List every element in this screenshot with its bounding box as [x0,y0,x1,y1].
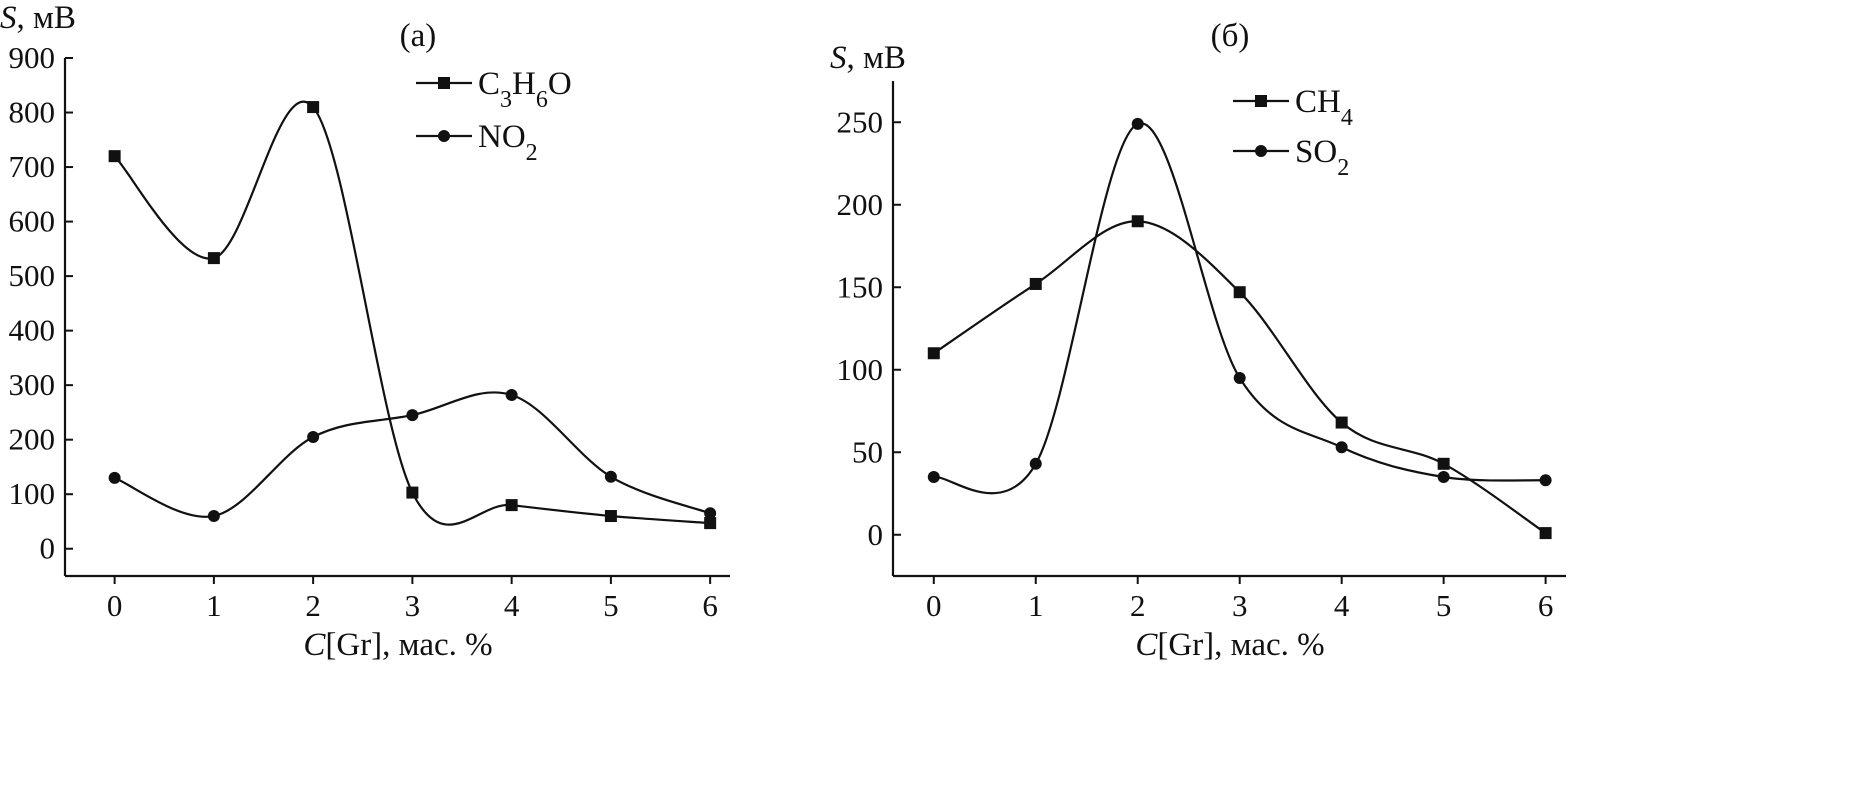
series-line [933,122,1546,495]
data-point-circle [406,409,419,422]
y-tick-label: 0 [868,517,884,552]
x-tick-label: 3 [405,588,421,623]
x-tick-label: 4 [504,588,520,623]
y-tick-label: 700 [9,149,56,184]
data-point-square [108,150,121,163]
y-tick-label: 50 [852,434,883,469]
legend-marker-circle [1255,145,1267,157]
x-tick-label: 5 [1436,588,1452,623]
data-point-square [1029,277,1042,290]
y-tick-label: 200 [9,422,56,457]
data-point-circle [1539,474,1552,487]
data-point-square [207,252,220,265]
y-tick-label: 250 [837,104,884,139]
y-tick-label: 500 [9,258,56,293]
data-point-square [406,486,419,499]
panel-b: 0 50 100 150 200 250 0 1 2 3 4 5 6 S, мВ C[Gr], мас. %… [830,18,1566,663]
panel-a: 0 100 200 300 400 500 600 700 800 900 0 1 2 3 4 5 6 S, мВ… [0,0,730,663]
legend-marker-circle [438,130,450,142]
data-point-square [1131,215,1144,228]
x-axis-title: C[Gr], мас. % [1135,627,1324,663]
data-point-circle [207,510,220,523]
legend-marker-square [1255,95,1267,107]
y-tick-label: 100 [9,476,56,511]
legend-label: NO2 [478,119,538,166]
x-tick-label: 6 [702,588,718,623]
legend-label: SO2 [1295,134,1349,181]
x-tick-label: 0 [926,588,942,623]
x-tick-label: 1 [206,588,222,623]
data-point-circle [704,507,717,520]
x-tick-label: 2 [305,588,321,623]
y-axis-title: S, мВ [830,40,906,76]
data-point-square [505,499,518,512]
data-point-circle [505,388,518,401]
data-point-circle [927,471,940,483]
y-tick-label: 300 [9,367,56,402]
y-tick-label: 150 [837,269,884,304]
data-point-square [1335,416,1348,429]
data-point-circle [1437,471,1450,483]
data-point-circle [307,430,320,443]
y-tick-label: 100 [837,352,884,387]
data-point-square [704,517,717,530]
y-axis-title: S, мВ [0,0,76,36]
y-tick-label: 400 [9,313,56,348]
data-point-circle [1131,117,1144,130]
data-point-square [1233,286,1246,299]
data-point-circle [108,471,121,484]
x-tick-label: 3 [1232,588,1248,623]
y-tick-label: 0 [40,531,56,566]
data-point-square [1539,527,1552,540]
legend-marker-square [438,77,450,89]
y-tick-label: 600 [9,204,56,239]
x-tick-label: 2 [1130,588,1146,623]
x-tick-label: 5 [603,588,619,623]
x-tick-label: 6 [1538,588,1554,623]
data-point-circle [1029,457,1042,470]
data-point-square [604,510,617,523]
x-axis-title: C[Gr], мас. % [303,627,492,663]
y-tick-label: 200 [837,187,884,222]
y-tick-label: 800 [9,95,56,130]
panel-label: (а) [400,18,437,54]
data-point-square [1437,457,1450,470]
data-point-square [927,347,940,360]
series-line [113,100,711,526]
data-point-circle [1335,441,1348,454]
data-point-circle [1233,372,1246,384]
x-tick-label: 0 [107,588,123,623]
x-tick-label: 1 [1028,588,1044,623]
y-tick-label: 900 [9,40,56,75]
data-point-circle [604,470,617,483]
panel-label: (б) [1211,18,1250,54]
legend-label: CH4 [1295,84,1353,131]
data-point-square [307,101,320,114]
legend-label: C3H6O [478,66,572,113]
x-tick-label: 4 [1334,588,1350,623]
